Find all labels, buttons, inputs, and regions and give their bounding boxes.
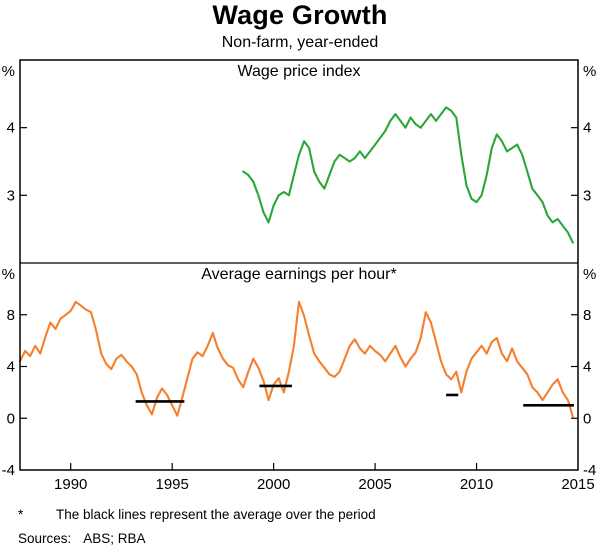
y-tick-label-right: 4 [583, 359, 591, 376]
y-tick-label-right: 4 [583, 120, 591, 137]
x-tick-label: 2015 [561, 476, 594, 493]
x-tick-label: 1990 [54, 476, 87, 493]
x-tick-label: 2005 [358, 476, 391, 493]
chart-subtitle: Non-farm, year-ended [221, 34, 379, 51]
sources-label: Sources: [18, 531, 72, 546]
footnote-text: The black lines represent the average ov… [56, 507, 376, 522]
y-tick-label-left: 3 [7, 187, 15, 204]
wpi-series-line [242, 106, 574, 244]
footnote-marker: * [18, 507, 24, 522]
aeph-series-line [18, 300, 574, 419]
y-tick-label-left: -4 [2, 462, 15, 479]
unit-label-right: % [583, 266, 596, 283]
sources-text: ABS; RBA [83, 531, 146, 546]
y-tick-label-left: 4 [7, 120, 15, 137]
y-tick-label-left: 4 [7, 359, 15, 376]
x-tick-label: 1995 [155, 476, 188, 493]
y-tick-label-right: 8 [583, 307, 591, 324]
x-tick-label: 2000 [257, 476, 290, 493]
y-tick-label-right: 0 [583, 410, 591, 427]
y-tick-label-left: 0 [7, 410, 15, 427]
plot-frame [19, 59, 579, 471]
y-tick-label-right: 3 [583, 187, 591, 204]
y-tick-label-left: 8 [7, 307, 15, 324]
unit-label-left: % [2, 266, 15, 283]
sources-line: Sources: ABS; RBA [18, 531, 146, 546]
chart-title: Wage Growth [212, 0, 388, 30]
bottom-panel-title: Average earnings per hour* [201, 266, 397, 283]
x-tick-label: 2010 [460, 476, 493, 493]
unit-label-left: % [2, 63, 15, 80]
y-tick-label-right: -4 [583, 462, 596, 479]
top-panel-title: Wage price index [237, 63, 361, 80]
footnote: * The black lines represent the average o… [18, 507, 376, 522]
unit-label-right: % [583, 63, 596, 80]
